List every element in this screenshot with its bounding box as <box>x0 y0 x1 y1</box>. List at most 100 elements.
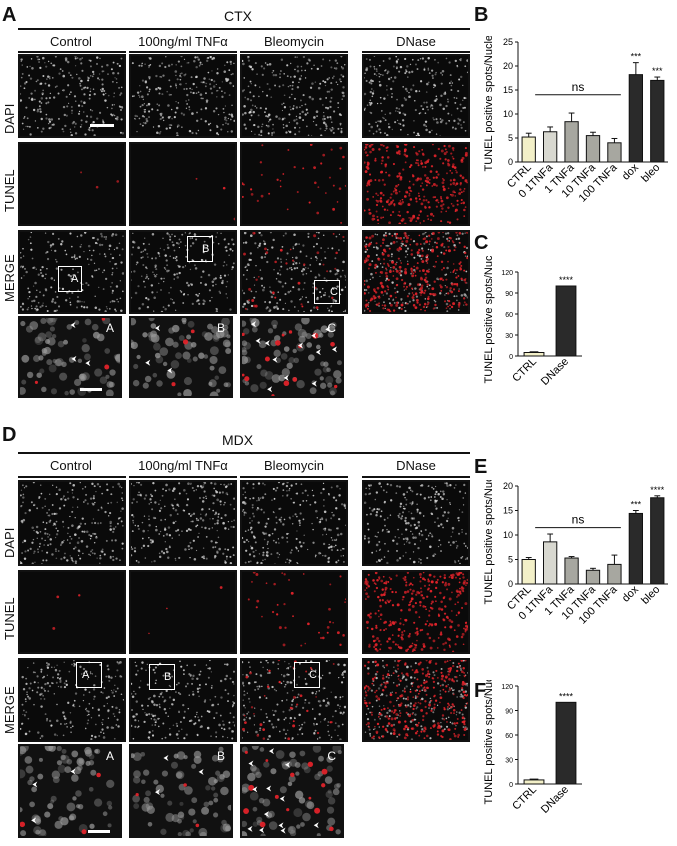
col-label-control: Control <box>50 458 92 473</box>
x-tick-label: DNase <box>539 784 571 816</box>
micrograph-tunel-bleomycin <box>240 570 348 654</box>
micrograph-tunel-dnase <box>362 570 470 654</box>
scale-bar <box>90 124 114 127</box>
col-underline <box>362 51 470 53</box>
bar <box>543 131 558 163</box>
arrowhead-marker <box>332 346 338 353</box>
arrowhead-marker <box>247 825 253 832</box>
arrowhead-marker <box>259 827 265 834</box>
bar <box>650 79 665 163</box>
y-tick-label: 0 <box>509 782 513 789</box>
micrograph-texture <box>131 482 235 564</box>
bar <box>650 497 665 585</box>
micrograph-tunel-dnase <box>362 142 470 226</box>
micrograph-texture <box>364 660 468 740</box>
micrograph-texture <box>20 746 115 836</box>
y-axis-label: TUNEL positive spots/Nuclei <box>483 256 495 383</box>
arrowhead-marker <box>71 355 77 362</box>
micrograph-texture <box>242 56 346 136</box>
y-tick-label: 120 <box>501 684 513 691</box>
micrograph-texture <box>20 482 124 564</box>
scale-bar <box>88 830 110 833</box>
bar <box>585 569 601 585</box>
arrowhead-marker <box>298 342 304 349</box>
col-label-dnase: DNase <box>396 458 436 473</box>
arrowhead-marker <box>278 822 284 829</box>
inset-tag: C <box>327 321 336 335</box>
micrograph-texture <box>20 660 124 740</box>
bar <box>585 135 601 163</box>
micrograph-merge-dnase <box>362 658 470 742</box>
significance-label: *** <box>652 66 663 76</box>
x-tick-label: CTRL <box>510 356 539 385</box>
micrograph-texture <box>242 746 342 836</box>
arrowhead-marker <box>167 367 173 374</box>
arrowhead-marker <box>268 748 274 755</box>
zoom-box-c: C <box>314 280 340 304</box>
micrograph-dapi-control <box>18 480 126 566</box>
zoom-box-a: A <box>76 662 102 688</box>
arrowhead-marker <box>264 340 270 347</box>
inset-tag: B <box>216 749 225 763</box>
scale-bar <box>80 388 102 391</box>
y-tick-label: 15 <box>503 85 513 95</box>
chart-f: TUNEL positive spots/Nuclei 0 30 60 90 120 CTR… <box>483 680 582 816</box>
y-tick-label: 90 <box>505 291 513 298</box>
zoom-box-b: B <box>187 236 213 262</box>
col-label-tnf: 100ng/ml TNFα <box>138 34 228 49</box>
row-label-merge: MERGE <box>2 254 17 302</box>
inset-c: C <box>240 316 344 398</box>
y-axis-label: TUNEL positive spots/Nuclei <box>483 480 495 604</box>
micrograph-texture <box>195 177 235 221</box>
arrowhead-marker <box>154 789 160 796</box>
y-tick-label: 60 <box>505 733 513 740</box>
micrograph-dapi-bleomycin <box>240 54 348 138</box>
micrograph-dapi-dnase <box>362 54 470 138</box>
bar <box>564 121 579 163</box>
col-underline <box>362 476 470 478</box>
arrowhead-marker <box>85 360 91 367</box>
micrograph-texture <box>364 232 468 312</box>
zoom-tag: B <box>164 671 172 683</box>
micrograph-texture <box>80 171 120 189</box>
x-tick-label: bleo <box>639 162 662 185</box>
y-tick-label: 0 <box>509 354 513 361</box>
micrograph-tunel-tnf <box>129 142 237 226</box>
micrograph-dapi-dnase <box>362 480 470 566</box>
inset-tag: B <box>216 321 225 335</box>
micrograph-texture <box>364 572 468 652</box>
arrowhead-marker <box>325 326 331 333</box>
micrograph-dapi-bleomycin <box>240 480 348 566</box>
micrograph-dapi-control <box>18 54 126 138</box>
x-tick-label: dox <box>620 161 641 182</box>
y-tick-label: 10 <box>503 109 513 119</box>
arrowhead-marker <box>250 321 256 328</box>
micrograph-dapi-tnf <box>129 480 237 566</box>
group-title-ctx: CTX <box>224 8 252 24</box>
bar <box>607 563 622 585</box>
panel-letter-b: B <box>474 4 489 26</box>
y-tick-label: 120 <box>501 270 513 277</box>
inset-a: A <box>18 744 122 838</box>
panel-letter-d: D <box>2 424 17 446</box>
x-tick-label: CTRL <box>510 784 539 813</box>
arrowhead-marker <box>283 374 289 381</box>
y-tick-label: 15 <box>503 506 513 516</box>
row-label-dapi: DAPI <box>2 527 17 558</box>
inset-b: B <box>129 316 233 398</box>
micrograph-merge-control: A <box>18 658 126 742</box>
bar <box>523 779 545 785</box>
micrograph-tunel-control <box>18 570 126 654</box>
row-label-tunel: TUNEL <box>2 597 17 640</box>
ns-label: ns <box>572 80 585 94</box>
significance-label: **** <box>559 275 574 285</box>
arrowhead-marker <box>285 761 291 768</box>
bar <box>564 557 579 585</box>
chart-b: TUNEL positive spots/Nuclei 0510152025CTR… <box>483 36 668 205</box>
zoom-box-c: C <box>294 662 320 688</box>
micrograph-texture <box>131 318 231 396</box>
micrograph-texture <box>148 586 223 635</box>
col-underline <box>240 476 348 478</box>
arrowhead-marker <box>70 768 76 775</box>
y-tick-label: 0 <box>508 579 513 589</box>
